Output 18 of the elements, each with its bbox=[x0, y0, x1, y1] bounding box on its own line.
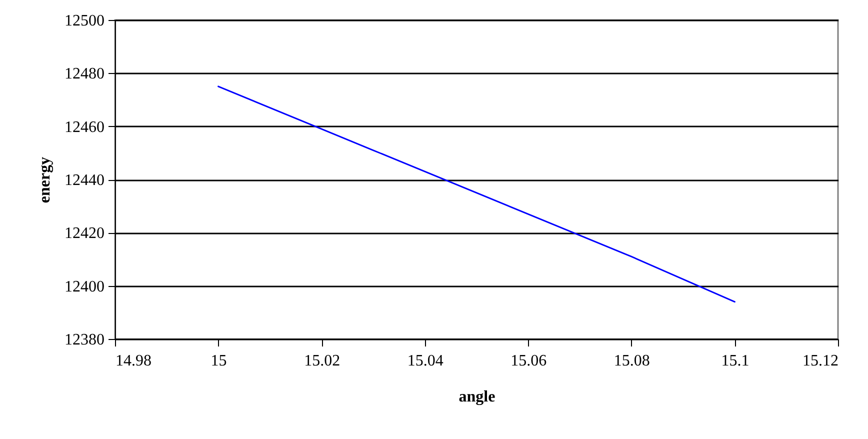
y-tick-label: 12440 bbox=[64, 172, 104, 189]
y-tick-label: 12400 bbox=[64, 278, 104, 296]
x-tick-label: 15.12 bbox=[802, 352, 838, 370]
x-tick-label: 15.06 bbox=[510, 352, 547, 370]
x-tick-label: 14.98 bbox=[116, 352, 152, 370]
y-axis-title: energy bbox=[36, 156, 54, 204]
y-tick-label: 12420 bbox=[64, 225, 104, 242]
x-axis-title: angle bbox=[458, 388, 496, 406]
y-tick-label: 12480 bbox=[64, 66, 104, 83]
x-tick-label: 15.1 bbox=[721, 352, 750, 370]
y-tick-label: 12460 bbox=[64, 118, 104, 136]
y-tick-label: 12500 bbox=[64, 12, 104, 30]
x-tick-label: 15.02 bbox=[304, 352, 340, 370]
x-tick-label: 15 bbox=[210, 352, 227, 370]
line-series bbox=[218, 86, 736, 303]
y-tick-label: 12380 bbox=[64, 332, 104, 348]
x-tick-label: 15.04 bbox=[407, 352, 444, 370]
x-tick-label: 15.08 bbox=[614, 352, 650, 370]
